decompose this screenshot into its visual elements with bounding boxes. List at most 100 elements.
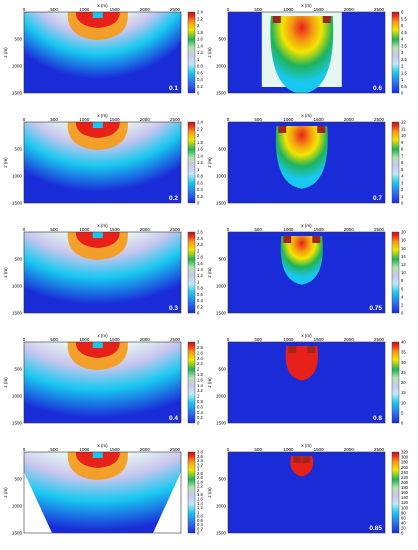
z-axis-label: z (m) [207,47,212,58]
z-tick-label: 1500 [12,531,23,536]
colorbar-tick-label: 4 [401,37,404,42]
x-axis-label: x (m) [97,333,108,338]
colorbar-tick-label: 120 [401,500,409,505]
colorbar-tick-label: 1.8 [197,372,203,377]
z-axis-label: z (m) [3,267,8,278]
hot-lobe [307,346,316,353]
x-tick-label: 1500 [110,447,121,452]
x-tick-label: 2000 [344,227,355,232]
hot-lobe [278,126,287,133]
colorbar-tick-label: 0.6 [197,180,203,185]
x-tick-label: 2000 [344,117,355,122]
x-tick-label: 500 [254,447,262,452]
x-tick-label: 0 [23,337,26,342]
colorbar-tick-label: 2 [197,367,200,372]
colorbar-tick-label: 0.2 [197,304,203,309]
colorbar-tick-label: 2.4 [197,479,203,484]
x-tick-label: 2000 [140,7,151,12]
colorbar [187,341,196,424]
colorbar-tick-label: 1 [197,57,200,62]
z-tick-label: 500 [14,367,22,372]
hot-lobe [302,456,311,463]
z-tick-label: 500 [218,37,226,42]
colorbar-tick-label: 18 [401,238,406,243]
colorbar-tick-label: 10 [401,270,406,275]
colorbar-tick-label: 2.2 [197,16,203,21]
colorbar-tick-label: 0.2 [197,194,203,199]
colorbar [391,11,400,94]
colorbar-tick-label: 6 [401,10,404,15]
plot-frame [227,451,386,534]
colorbar-tick-label: 30 [401,360,406,365]
x-tick-label: 1000 [283,117,294,122]
panel-0.4: x (m) 0 500 1000 1500 2000 2500 z (m) 500 1000 150… [3,333,203,426]
colorbar [187,231,196,314]
hot-lobe [322,16,331,23]
colorbar-tick-label: 12 [401,120,406,125]
plot-frame [23,231,182,314]
colorbar-tick-label: 0 [401,421,404,426]
x-tick-label: 1000 [283,7,294,12]
x-tick-label: 1000 [79,7,90,12]
colorbar-tick-label: 2.6 [197,350,203,355]
x-axis-label: x (m) [301,113,312,118]
x-tick-label: 2500 [374,7,385,12]
z-tick-label: 500 [218,257,226,262]
z-tick-label: 1000 [216,394,227,399]
plume-field [24,12,181,93]
panel-label: 0.1 [169,85,178,92]
panel-label: 0.4 [169,415,178,422]
colorbar-tick-label: 2 [197,248,200,253]
x-tick-label: 2500 [170,117,181,122]
z-tick-label: 1000 [12,174,23,179]
z-tick-label: 1500 [216,311,227,316]
z-axis-label: z (m) [207,267,212,278]
colorbar-tick-label: 0.6 [197,292,203,297]
x-tick-label: 1500 [314,447,325,452]
colorbar-tick-label: 2.5 [401,57,407,62]
panel-label: 0.5 [169,525,178,532]
colorbar-tick-label: 0.2 [197,526,203,531]
plume-notch [92,452,103,458]
colorbar-tick-label: 1.2 [197,273,203,278]
colorbar-tick-label: 0.4 [197,187,203,192]
colorbar [391,451,400,534]
colorbar-tick-label: 5.5 [401,16,407,21]
x-tick-label: 2500 [170,447,181,452]
z-tick-label: 500 [218,477,226,482]
colorbar-tick-label: 0 [197,531,200,536]
plume-notch [92,122,103,128]
x-tick-label: 2500 [170,337,181,342]
colorbar-tick-label: 0.2 [197,415,203,420]
plume-hot-spot [75,12,120,28]
colorbar-tick-label: 0 [197,201,200,206]
plot-frame [23,451,182,534]
z-axis-label: z (m) [3,487,8,498]
colorbar-tick-label: 4.5 [401,30,407,35]
colorbar-tick-label: 0.4 [197,410,203,415]
plot-frame [227,121,386,204]
z-axis-label: z (m) [207,157,212,168]
x-tick-label: 1000 [79,337,90,342]
z-tick-label: 1500 [12,421,23,426]
z-axis-label: z (m) [3,47,8,58]
colorbar-tick-label: 0 [197,421,200,426]
plot-frame [23,121,182,204]
z-tick-label: 1000 [216,64,227,69]
colorbar-tick-label: 2 [401,303,404,308]
colorbar-tick-label: 40 [401,340,406,345]
colorbar-tick-label: 0.8 [197,64,203,69]
colorbar-tick-label: 240 [401,470,409,475]
colorbar-tick-label: 0 [401,91,404,96]
x-tick-label: 2000 [344,7,355,12]
colorbar-tick-label: 0 [401,201,404,206]
x-tick-label: 1500 [314,7,325,12]
plume-notch [92,342,103,348]
colorbar-tick-label: 260 [401,465,409,470]
colorbar-tick-label: 1 [197,167,200,172]
x-tick-label: 1000 [79,227,90,232]
colorbar-tick-label: 3.2 [197,462,203,467]
colorbar-tick-label: 1.6 [197,496,203,501]
